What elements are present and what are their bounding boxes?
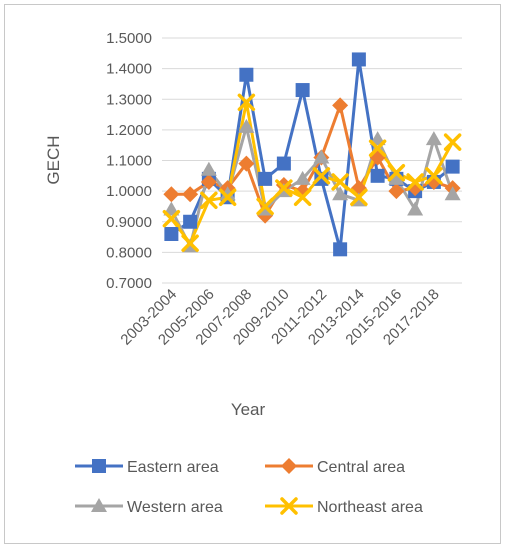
data-point <box>256 197 274 216</box>
data-point <box>443 133 462 151</box>
data-point <box>425 167 443 185</box>
data-point <box>183 214 198 229</box>
data-point <box>200 173 217 190</box>
data-point <box>331 173 349 191</box>
data-point <box>163 201 180 216</box>
data-point <box>444 186 461 201</box>
data-point <box>181 234 199 252</box>
legend-marker <box>92 459 106 473</box>
data-point <box>275 179 293 197</box>
x-axis-title: Year <box>231 400 266 419</box>
legend-item: Northeast area <box>265 497 423 516</box>
legend-item: Eastern area <box>75 459 219 476</box>
data-point <box>200 161 217 176</box>
data-point <box>313 149 330 164</box>
y-tick-label: 1.4000 <box>106 61 152 78</box>
data-point <box>445 159 460 174</box>
y-axis-title: GECH <box>44 135 63 184</box>
data-point <box>293 188 312 206</box>
data-point <box>368 139 387 157</box>
series-line-western-area <box>170 125 455 248</box>
y-tick-label: 1.3000 <box>106 91 152 108</box>
data-point <box>425 131 442 146</box>
gridlines <box>162 37 462 284</box>
data-point <box>387 164 406 182</box>
x-axis-ticks: 2003-20042005-20062007-20082009-20102011… <box>117 286 442 349</box>
data-point <box>237 93 256 112</box>
data-point <box>332 186 349 201</box>
y-tick-label: 0.8000 <box>106 244 152 261</box>
data-point <box>239 67 254 82</box>
data-point <box>332 97 349 114</box>
y-tick-label: 0.9000 <box>106 214 152 231</box>
series-lines <box>170 57 455 251</box>
y-tick-label: 1.1000 <box>106 153 152 170</box>
data-point <box>350 188 368 206</box>
data-point <box>218 188 237 206</box>
legend: Eastern area Central area Western area Nort… <box>75 458 423 516</box>
data-point <box>200 191 218 210</box>
y-tick-label: 1.0000 <box>106 183 152 200</box>
data-point <box>314 171 329 186</box>
legend-item: Western area <box>75 498 223 516</box>
series-line-eastern-area <box>170 57 454 251</box>
legend-label: Central area <box>317 459 405 476</box>
legend-item: Central area <box>265 458 405 476</box>
y-tick-label: 1.2000 <box>106 122 152 139</box>
y-tick-label: 0.7000 <box>106 275 152 292</box>
data-point <box>276 156 291 171</box>
data-point <box>219 186 236 201</box>
y-tick-label: 1.5000 <box>106 30 152 47</box>
data-point <box>388 170 405 185</box>
legend-marker <box>281 458 297 474</box>
y-axis-ticks: 0.7000 0.8000 0.9000 1.0000 1.1000 1.2000 1.30… <box>106 30 152 292</box>
data-point <box>369 131 386 146</box>
legend-label: Eastern area <box>127 459 219 476</box>
legend-label: Northeast area <box>317 499 423 516</box>
data-point <box>238 118 255 133</box>
series-line-central-area <box>171 103 454 218</box>
data-point <box>407 201 424 216</box>
data-point <box>294 170 311 185</box>
series-markers <box>162 52 462 257</box>
data-point <box>370 168 385 183</box>
data-point <box>164 227 179 241</box>
data-point <box>333 242 348 257</box>
data-point <box>163 186 180 203</box>
legend-label: Western area <box>127 499 223 516</box>
data-point <box>238 155 255 172</box>
data-point <box>312 167 331 185</box>
legend-marker <box>280 497 298 515</box>
series-line-northeast-area <box>170 100 454 245</box>
data-point <box>162 209 181 228</box>
data-point <box>351 52 366 67</box>
data-point <box>295 83 310 98</box>
legend-marker <box>91 498 107 512</box>
data-point <box>388 183 405 200</box>
data-point <box>182 186 199 203</box>
data-point <box>406 173 424 191</box>
data-point <box>258 171 273 186</box>
